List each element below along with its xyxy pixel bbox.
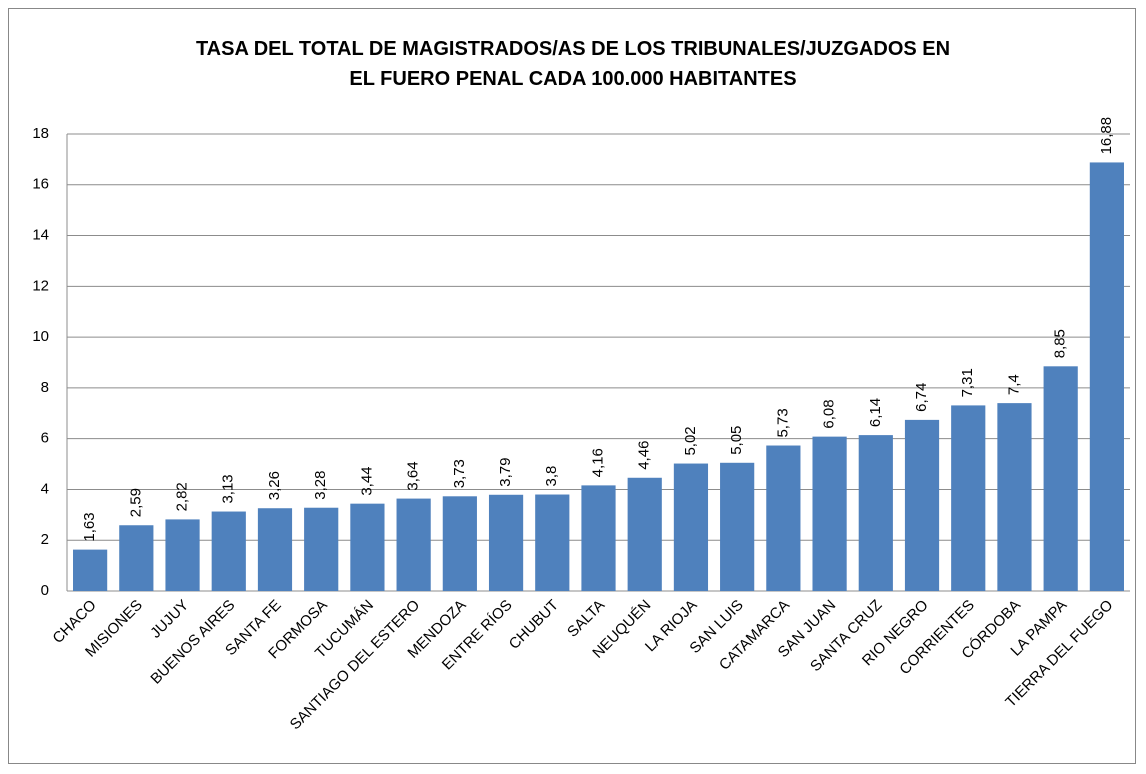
bar [904,419,940,591]
y-tick-label: 16 [32,176,49,193]
bar [257,508,293,591]
y-tick-label: 12 [32,277,49,294]
bar [73,549,108,591]
x-tick-label: SALTA [564,597,608,641]
value-label: 2,59 [127,488,144,517]
value-label: 4,16 [589,448,606,477]
value-label: 8,85 [1052,329,1069,358]
value-label: 3,28 [312,471,329,500]
bar [535,494,570,591]
y-tick-label: 0 [41,582,49,599]
bar [211,511,246,591]
bar [997,403,1032,591]
value-label: 1,63 [81,512,98,541]
y-tick-label: 2 [41,531,49,548]
value-label: 5,73 [774,408,791,437]
bar [1043,366,1078,591]
value-label: 16,88 [1098,117,1115,155]
value-label: 3,13 [220,474,237,503]
bar [304,507,339,591]
value-label: 3,73 [451,459,468,488]
value-label: 6,08 [821,399,838,428]
bar [442,496,477,591]
chart-title: TASA DEL TOTAL DE MAGISTRADOS/AS DE LOS … [195,38,951,90]
value-label: 6,14 [867,398,884,427]
bar [488,494,524,591]
value-label: 2,82 [174,482,191,511]
bar [1089,162,1124,592]
value-label: 7,31 [959,368,976,397]
y-tick-label: 6 [41,430,49,447]
value-label: 5,05 [728,426,745,455]
value-label: 3,8 [543,466,560,487]
chart-frame [8,8,1136,764]
bar [951,405,986,591]
bar [350,503,385,591]
x-tick-label: BUENOS AIRES [147,597,238,688]
x-tick-label: JUJUY [147,597,192,642]
y-tick-label: 8 [41,379,49,396]
bar [119,525,154,591]
bar [720,462,755,591]
bar [673,463,709,591]
value-label: 5,02 [682,426,699,455]
value-label: 4,46 [636,441,653,470]
bar [627,477,662,591]
y-tick-label: 14 [32,227,49,244]
bar [581,485,616,591]
value-label: 3,26 [266,471,283,500]
value-label: 7,4 [1005,374,1022,395]
value-label: 6,74 [913,383,930,412]
bar [165,519,200,591]
y-tick-label: 4 [41,480,49,497]
bar [766,445,801,591]
bar [858,435,893,591]
bar [812,436,847,591]
value-label: 3,64 [405,461,422,490]
y-tick-label: 10 [32,328,49,345]
x-tick-label: CHUBUT [506,597,562,653]
value-label: 3,44 [358,466,375,495]
bar [396,498,431,591]
value-label: 3,79 [497,458,514,487]
y-tick-label: 18 [32,125,49,142]
